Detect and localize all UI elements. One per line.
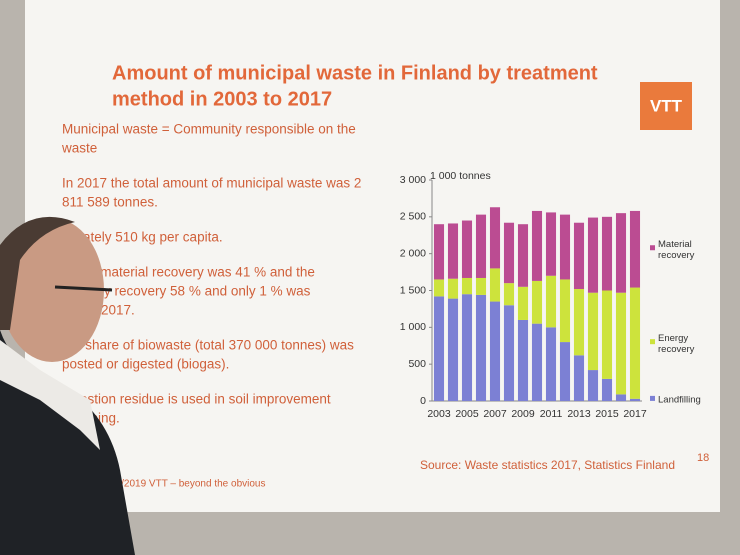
bar-segment: [559, 279, 571, 343]
bar-segment: [517, 286, 529, 320]
glasses: [54, 285, 113, 292]
x-tick-label: 2003: [427, 408, 451, 420]
bar-segment: [503, 283, 515, 306]
bar-segment: [461, 277, 473, 295]
y-tick-label: 0: [420, 395, 426, 407]
bar-segment: [475, 294, 487, 401]
bar-segment: [587, 217, 599, 293]
bar-segment: [615, 394, 627, 401]
bar-segment: [545, 212, 557, 276]
bar-segment: [489, 301, 501, 401]
x-tick-label: 2007: [483, 408, 507, 420]
logo-box: [640, 82, 692, 130]
bullet-text: 811 589 tonnes.: [62, 195, 158, 210]
y-tick-label: 1 000: [400, 321, 426, 333]
bullet-text: digestion residue is used in soil improv…: [62, 392, 331, 407]
y-tick-label: 2 000: [400, 247, 426, 259]
bar-segment: [573, 222, 585, 290]
footer: 05/2019 VTT – beyond the obvious: [110, 479, 265, 490]
bar-segment: [517, 224, 529, 287]
bar-segment: [601, 216, 613, 291]
x-tick-label: 2009: [511, 408, 535, 420]
bar-segment: [629, 287, 641, 399]
bar-segment: [587, 370, 599, 401]
bullet-text: posted or digested (biogas).: [62, 357, 229, 372]
shirt: [0, 340, 100, 450]
bar-segment: [531, 210, 543, 281]
y-tick-label: 500: [408, 358, 426, 370]
x-tick-label: 2017: [623, 408, 647, 420]
y-tick-label: 2 500: [400, 211, 426, 223]
bullet-text: are of material recovery was 41 % and th…: [62, 265, 315, 280]
bullet-text: ximately 510 kg per capita.: [62, 230, 223, 245]
bar-segment: [461, 220, 473, 278]
bar-segment: [545, 275, 557, 328]
bar-segment: [503, 222, 515, 284]
bar-segment: [573, 355, 585, 401]
bullet-text: In 2017 the total amount of municipal wa…: [62, 176, 361, 191]
bar-segment: [531, 323, 543, 401]
bar-segment: [447, 278, 459, 299]
page-number: 18: [697, 452, 709, 464]
bar-segment: [475, 214, 487, 278]
slide-title: Amount of municipal waste in Finland by …: [112, 62, 598, 84]
legend-swatch: [650, 245, 655, 251]
logo: VTT: [650, 96, 683, 115]
bar-segment: [629, 210, 641, 288]
bar-segment: [615, 213, 627, 293]
bar-segment: [559, 342, 571, 401]
legend-label: Material recovery: [658, 239, 695, 261]
bar-segment: [587, 292, 599, 371]
bar-segment: [531, 280, 543, 324]
slide-title: method in 2003 to 2017: [112, 88, 332, 110]
y-tick-label: 1 500: [400, 284, 426, 296]
bar-segment: [503, 305, 515, 401]
x-tick-label: 2005: [455, 408, 479, 420]
head: [0, 218, 104, 362]
x-tick-label: 2011: [540, 408, 563, 420]
legend-label: Energy recovery: [658, 333, 695, 355]
person: [0, 216, 135, 555]
legend-swatch: [650, 339, 655, 345]
y-tick-label: 3 000: [400, 174, 426, 186]
bar-segment: [559, 214, 571, 280]
bullet-text: waste: [61, 141, 97, 156]
bullet-text: rge share of biowaste (total 370 000 ton…: [62, 338, 354, 353]
bar-segment: [475, 277, 487, 295]
chart: 1 000 tonnes 0 500 1 000 1 500 2 000 2 500 3 00…: [400, 170, 701, 420]
legend-label: Landfilling: [658, 394, 701, 405]
bar-segment: [489, 268, 501, 302]
y-axis-label: 1 000 tonnes: [430, 170, 491, 182]
bar-segment: [433, 296, 445, 401]
x-tick-label: 2015: [595, 408, 619, 420]
bar-segment: [517, 319, 529, 401]
bar-segment: [615, 292, 627, 395]
bar-segment: [601, 290, 613, 379]
x-tick-label: 2013: [567, 408, 591, 420]
bullet-text: f energy recovery 58 % and only 1 % was: [62, 284, 311, 299]
bar-segment: [489, 207, 501, 269]
bar-segment: [545, 327, 557, 401]
source: Source: Waste statistics 2017, Statistic…: [420, 458, 675, 472]
bar-segment: [447, 298, 459, 401]
bar-segment: [629, 398, 641, 401]
hair: [0, 216, 75, 330]
bar-segment: [447, 223, 459, 279]
bullet-text: Municipal waste = Community responsible …: [62, 122, 356, 137]
bar-segment: [601, 378, 613, 401]
bar-segment: [573, 289, 585, 356]
bar-segment: [433, 224, 445, 280]
bar-segment: [461, 294, 473, 401]
bar-segment: [433, 279, 445, 297]
legend-swatch: [650, 395, 655, 401]
